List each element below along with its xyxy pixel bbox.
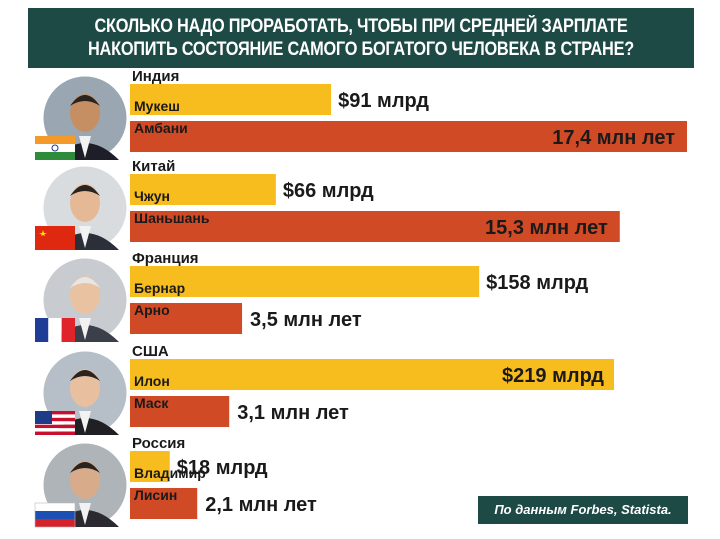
person-photo [40,73,130,163]
years-value-label: 17,4 млн лет [552,127,675,149]
china-flag [35,226,75,250]
years-bar-2 [130,303,243,334]
country-label: США [132,343,169,360]
wealth-value-label: $219 млрд [502,365,604,387]
country-label: Индия [132,68,179,85]
wealth-bar-1 [130,174,276,205]
wealth-value-label: $66 млрд [283,180,374,202]
years-bar-0 [130,121,687,152]
years-value-label: 3,5 млн лет [250,309,362,331]
usa-flag [35,411,75,435]
person-last-name: Амбани [134,120,188,136]
years-bar-4 [130,488,198,519]
person-first-name: Илон [134,373,170,389]
chart-title-line-2: НАКОПИТЬ СОСТОЯНИЕ САМОГО БОГАТОГО ЧЕЛОВ… [88,39,634,60]
years-bar-1 [130,211,620,242]
wealth-bar-2 [130,266,480,297]
country-label: Франция [132,250,199,267]
country-label: Россия [132,435,185,452]
wealth-value-label: $18 млрд [177,457,268,479]
person-first-name: Чжун [134,188,170,204]
years-value-label: 2,1 млн лет [205,494,317,516]
india-flag [35,136,75,160]
country-label: Китай [132,158,175,175]
wealth-bar-0 [130,84,332,115]
person-last-name: Шаньшань [134,210,210,226]
person-last-name: Арно [134,302,170,318]
chart-title-banner: СКОЛЬКО НАДО ПРОРАБОТАТЬ, ЧТОБЫ ПРИ СРЕД… [28,8,694,68]
person-first-name: Мукеш [134,98,180,114]
person-last-name: Лисин [134,487,177,503]
years-value-label: 15,3 млн лет [485,217,608,239]
france-flag [35,318,75,342]
person-last-name: Маск [134,395,169,411]
person-first-name: Бернар [134,280,185,296]
wealth-value-label: $158 млрд [486,272,588,294]
wealth-value-label: $91 млрд [338,90,429,112]
wealth-bar-3 [130,359,614,390]
person-first-name: Владимир [134,465,206,481]
chart-title-line-1: СКОЛЬКО НАДО ПРОРАБОТАТЬ, ЧТОБЫ ПРИ СРЕД… [94,16,628,37]
years-value-label: 3,1 млн лет [237,402,349,424]
source-note: По данным Forbes, Statista. [478,496,688,524]
russia-flag [34,502,76,528]
wealth-bar-4 [130,451,170,482]
years-bar-3 [130,396,230,427]
